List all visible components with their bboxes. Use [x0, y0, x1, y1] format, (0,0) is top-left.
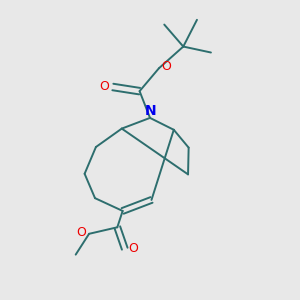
Text: O: O	[129, 242, 139, 255]
Text: O: O	[100, 80, 110, 93]
Text: N: N	[145, 104, 157, 118]
Text: O: O	[77, 226, 87, 239]
Text: O: O	[161, 60, 171, 73]
